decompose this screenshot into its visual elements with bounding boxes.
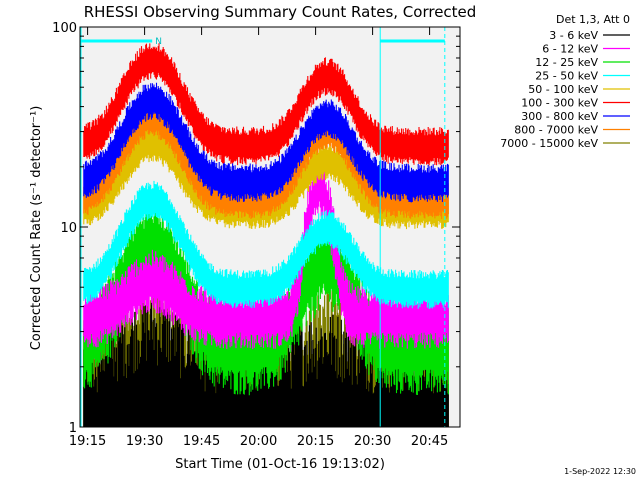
x-axis: 19:15 19:30 19:45 20:00 20:15 20:30 20:45	[69, 27, 461, 449]
chart-title: RHESSI Observing Summary Count Rates, Co…	[84, 3, 477, 21]
legend-entry-label: 6 - 12 keV	[542, 43, 598, 56]
y-tick-label: 10	[60, 221, 77, 236]
series-6-12-kev	[83, 158, 449, 350]
legend-header: Det 1,3, Att 0	[556, 13, 630, 26]
series-trace	[83, 180, 449, 309]
x-tick-label: 19:30	[126, 434, 163, 449]
legend-entry-label: 12 - 25 keV	[535, 56, 598, 69]
legend-entry-label: 25 - 50 keV	[535, 70, 598, 83]
y-tick-label: 100	[52, 21, 77, 36]
series-100-300-kev	[83, 43, 449, 166]
x-tick-label: 20:00	[240, 434, 277, 449]
legend-entry-label: 300 - 800 keV	[521, 110, 598, 123]
timestamp: 1-Sep-2022 12:30	[564, 467, 636, 476]
x-tick-label: 19:15	[69, 434, 106, 449]
attenuator-bars: N	[80, 37, 445, 47]
legend-entry-label: 100 - 300 keV	[521, 97, 598, 110]
attenuator-bar-label: N	[155, 37, 162, 47]
y-tick-label: 1	[69, 421, 77, 436]
x-tick-label: 20:15	[297, 434, 334, 449]
y-axis: 1 10 100	[52, 21, 460, 436]
legend-entry-label: 7000 - 15000 keV	[500, 137, 598, 150]
legend-entry-label: 50 - 100 keV	[528, 83, 598, 96]
x-axis-label: Start Time (01-Oct-16 19:13:02)	[175, 457, 385, 472]
x-tick-label: 20:45	[411, 434, 448, 449]
series-3-6-kev	[83, 301, 449, 427]
series-trace	[83, 43, 449, 166]
series-trace	[83, 82, 449, 203]
series-trace	[83, 158, 449, 350]
series-300-800-kev	[83, 82, 449, 203]
x-tick-label: 20:30	[354, 434, 391, 449]
x-tick-label: 19:45	[183, 434, 220, 449]
series-layer	[83, 43, 449, 427]
series-trace	[83, 301, 449, 427]
legend-entry-label: 800 - 7000 keV	[514, 124, 598, 137]
y-axis-label: Corrected Count Rate (s⁻¹ detector⁻¹)	[29, 106, 44, 351]
series-25-50-kev	[83, 180, 449, 309]
legend-entry-label: 3 - 6 keV	[549, 29, 598, 42]
